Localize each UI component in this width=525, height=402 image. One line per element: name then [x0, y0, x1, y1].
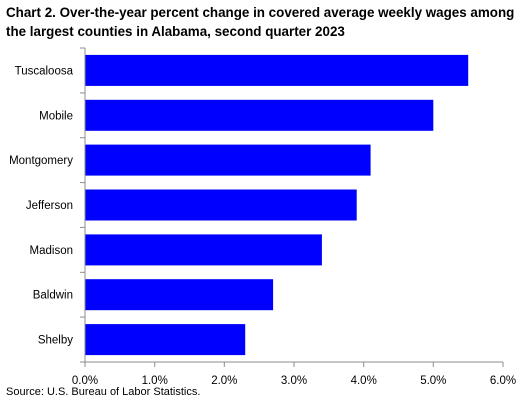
x-tick-label: 4.0%	[351, 375, 377, 387]
category-label: Jefferson	[26, 200, 73, 212]
source-note: Source: U.S. Bureau of Labor Statistics.	[6, 386, 201, 398]
category-label: Mobile	[39, 110, 73, 122]
bar	[85, 189, 357, 221]
chart-title: Chart 2. Over-the-year percent change in…	[6, 5, 515, 39]
x-tick-label: 6.0%	[490, 375, 516, 387]
category-label: Tuscaloosa	[15, 65, 74, 77]
x-tick-label: 1.0%	[142, 375, 168, 387]
x-tick-label: 3.0%	[281, 375, 307, 387]
category-label: Baldwin	[33, 290, 73, 302]
bar	[85, 54, 469, 86]
bar	[85, 324, 246, 356]
x-tick-label: 0.0%	[72, 375, 98, 387]
bar	[85, 144, 371, 176]
bar	[85, 234, 322, 266]
bar	[85, 279, 274, 311]
category-label: Shelby	[38, 335, 73, 347]
bar	[85, 99, 434, 131]
category-label: Montgomery	[9, 155, 73, 167]
category-label: Madison	[30, 245, 73, 257]
x-tick-label: 5.0%	[420, 375, 446, 387]
plot-area: Tuscaloosa Mobile Montgomery Jefferson Madis…	[9, 47, 516, 387]
x-tick-label: 2.0%	[211, 375, 237, 387]
